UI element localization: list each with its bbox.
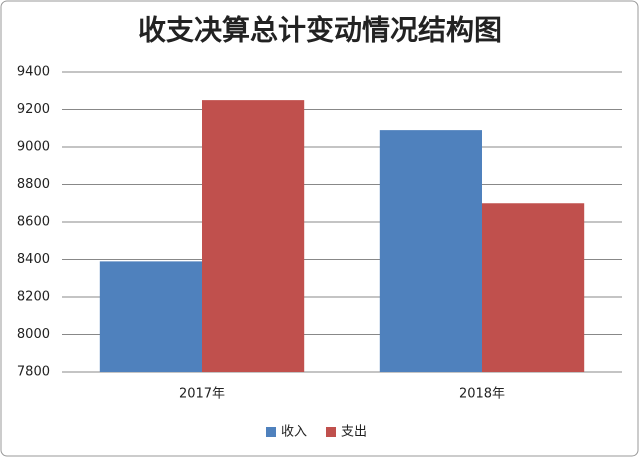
bar: [99, 261, 202, 372]
y-tick-label: 9200: [17, 102, 50, 117]
legend-label: 收入: [281, 425, 307, 440]
bar: [482, 203, 585, 372]
y-tick-label: 7800: [17, 365, 50, 380]
legend-swatch: [266, 427, 276, 437]
x-tick-label: 2017年: [179, 387, 225, 402]
legend-swatch: [326, 427, 336, 437]
y-tick-label: 8200: [17, 290, 50, 305]
bar: [379, 130, 482, 372]
legend-label: 支出: [341, 425, 367, 440]
x-tick-label: 2018年: [459, 387, 505, 402]
bar: [202, 100, 305, 372]
y-tick-label: 8000: [17, 327, 50, 342]
y-tick-label: 8800: [17, 177, 50, 192]
y-tick-label: 9400: [17, 65, 50, 80]
chart-title: 收支决算总计变动情况结构图: [138, 14, 502, 47]
y-tick-label: 9000: [17, 140, 50, 155]
y-tick-label: 8400: [17, 252, 50, 267]
y-tick-label: 8600: [17, 215, 50, 230]
